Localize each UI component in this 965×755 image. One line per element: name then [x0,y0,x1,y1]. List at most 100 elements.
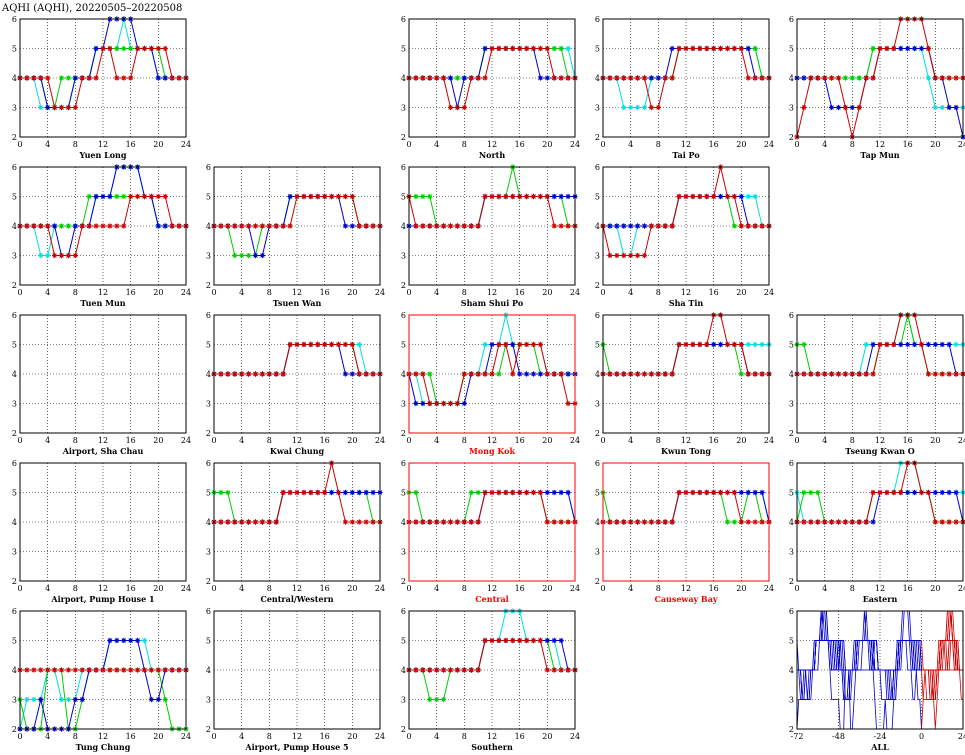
data-point [884,489,890,496]
x-tick-label: 16 [126,140,136,149]
data-point [517,193,523,200]
y-tick-label: 6 [401,607,406,616]
plot-frame [19,166,187,286]
x-tick-label: 0 [406,140,411,149]
y-tick-label: 6 [206,459,211,468]
x-tick-label: 16 [709,288,719,297]
y-tick-label: 2 [401,281,406,290]
x-tick-label: 20 [542,732,552,741]
data-point [815,519,821,525]
data-point [420,75,426,81]
data-point [107,193,113,200]
data-point [468,75,474,81]
data-point [558,223,564,229]
x-tick-label: 8 [267,584,272,593]
data-point [891,45,897,52]
data-point [31,696,37,703]
data-point [342,489,349,496]
y-tick-label: 3 [12,252,17,261]
data-point [918,45,925,52]
data-point [621,252,627,259]
data-point [134,193,141,200]
x-tick-label: -72 [791,732,804,741]
data-point [884,45,890,52]
x-tick-label: 20 [930,584,940,593]
data-point [51,223,58,229]
data-point [842,75,849,81]
y-tick-label: 6 [595,311,600,320]
data-point [939,519,945,525]
data-point [877,45,883,52]
data-point [752,193,758,200]
data-point [690,193,696,200]
data-point [828,519,835,525]
data-point [322,489,328,496]
data-point [918,341,925,348]
x-tick-label: 8 [462,732,467,741]
data-point [676,489,682,496]
data-point [745,223,751,229]
panel-label: Eastern [863,594,898,604]
all-series-line [838,640,880,700]
data-point [523,341,530,348]
y-tick-label: 5 [595,489,600,498]
x-tick-label: 12 [292,288,302,297]
data-point [496,45,502,52]
data-point [155,667,161,673]
data-point [413,519,419,525]
data-point [434,519,440,525]
data-point [72,696,78,703]
data-point [828,371,835,377]
y-tick-label: 4 [595,222,600,231]
x-tick-label: 20 [347,288,357,297]
panel-label: Central [475,594,508,604]
y-tick-label: 2 [206,577,211,586]
panel-airport-pump-house-1: 2 3 4 5 6 0 4 8 12 16 20 24 Airport, Pump House 1 [12,459,191,604]
x-tick-label: 20 [542,288,552,297]
all-series-line [838,669,880,730]
data-point [655,75,661,81]
data-point [697,45,703,52]
x-tick-label: 16 [515,584,525,593]
data-point [239,519,245,525]
data-point [517,489,523,496]
data-point [121,75,127,81]
x-tick-label: 24 [570,288,580,297]
data-point [114,45,120,52]
data-point [662,75,668,81]
y-tick-label: 3 [12,400,17,409]
data-point [461,223,467,229]
data-point [745,75,751,81]
data-point [349,371,355,377]
data-point [856,519,862,525]
data-point [711,45,717,52]
all-series-line [921,640,963,671]
y-tick-label: 2 [595,133,600,142]
x-tick-label: 12 [681,584,691,593]
data-point [634,104,641,111]
data-point [704,193,710,200]
y-tick-label: 4 [206,370,211,379]
x-tick-label: 0 [211,584,216,593]
x-tick-label: 12 [487,436,497,445]
data-point [100,45,106,52]
panel-all: 2 3 4 5 6 -72 -48 -24 0 24 ALL [789,607,965,752]
data-point [461,104,467,111]
x-tick-label: -48 [832,732,845,741]
data-point [252,371,259,377]
data-point [835,519,842,525]
data-point [815,75,821,81]
data-point [65,696,72,703]
data-point [489,45,495,52]
data-point [905,489,911,496]
data-point [690,489,696,496]
x-tick-label: 4 [628,436,633,445]
data-point [905,45,911,52]
data-point [45,667,51,673]
data-point [162,193,168,200]
data-point [259,371,266,377]
data-point [162,667,168,673]
y-tick-label: 2 [595,429,600,438]
x-tick-label: 20 [347,732,357,741]
